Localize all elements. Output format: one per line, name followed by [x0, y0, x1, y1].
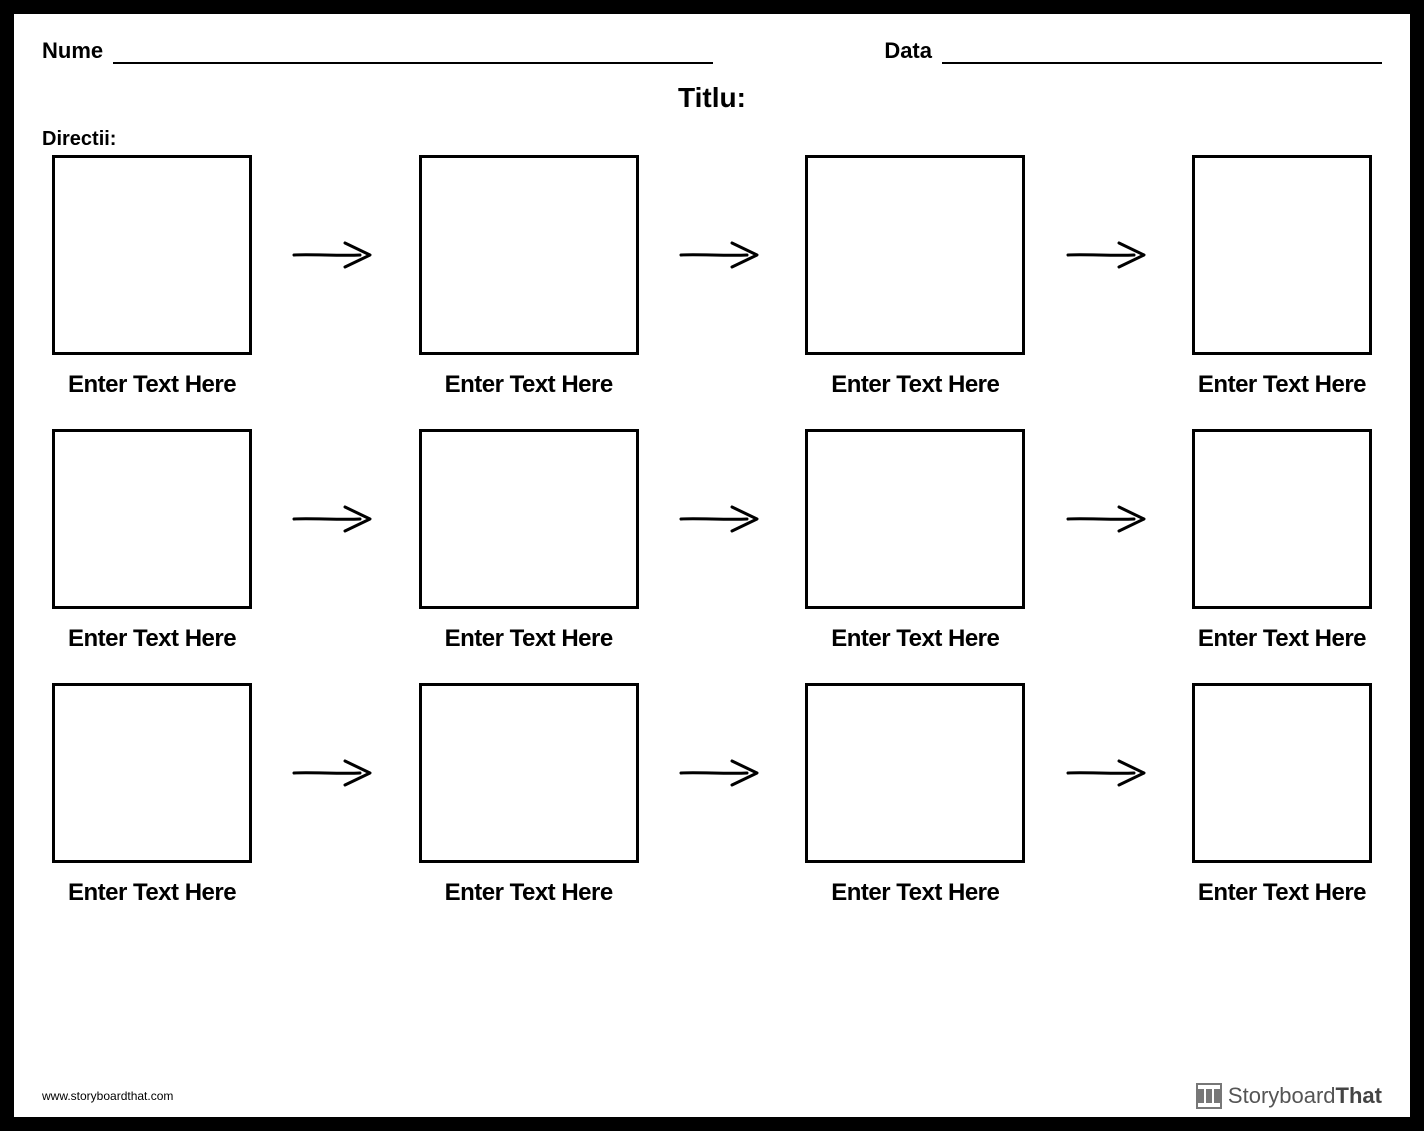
flow-box[interactable] — [419, 683, 639, 863]
flow-row: Enter Text Here Enter Text Here Enter Te… — [52, 429, 1372, 653]
flow-caption[interactable]: Enter Text Here — [1198, 625, 1366, 653]
flow-box[interactable] — [1192, 429, 1372, 609]
date-label: Data — [884, 38, 932, 64]
flow-box[interactable] — [52, 429, 252, 609]
flow-caption[interactable]: Enter Text Here — [1198, 879, 1366, 907]
arrow-icon — [290, 155, 380, 355]
arrow-icon — [1064, 429, 1154, 609]
arrow-icon — [677, 155, 767, 355]
flow-cell: Enter Text Here — [1192, 155, 1372, 399]
flow-caption[interactable]: Enter Text Here — [1198, 371, 1366, 399]
worksheet-page: Nume Data Titlu: Directii: Enter Text He… — [14, 14, 1410, 1117]
brand-icon — [1196, 1083, 1222, 1109]
flow-caption[interactable]: Enter Text Here — [68, 879, 236, 907]
flow-box[interactable] — [419, 429, 639, 609]
flow-box[interactable] — [52, 155, 252, 355]
title-label: Titlu: — [42, 82, 1382, 114]
flow-cell: Enter Text Here — [1192, 683, 1372, 907]
arrow-icon — [1064, 155, 1154, 355]
flow-cell: Enter Text Here — [419, 683, 639, 907]
flow-caption[interactable]: Enter Text Here — [68, 371, 236, 399]
header-row: Nume Data — [42, 38, 1382, 64]
flow-box[interactable] — [805, 429, 1025, 609]
flow-box[interactable] — [419, 155, 639, 355]
flow-cell: Enter Text Here — [805, 683, 1025, 907]
flow-row: Enter Text Here Enter Text Here Enter Te… — [52, 683, 1372, 907]
flow-box[interactable] — [805, 155, 1025, 355]
name-input-line[interactable] — [113, 42, 713, 64]
name-label: Nume — [42, 38, 103, 64]
date-field: Data — [884, 38, 1382, 64]
flow-caption[interactable]: Enter Text Here — [445, 879, 613, 907]
arrow-icon — [677, 683, 767, 863]
flow-box[interactable] — [52, 683, 252, 863]
footer: www.storyboardthat.com StoryboardThat — [42, 1083, 1382, 1109]
arrow-icon — [290, 429, 380, 609]
flow-rows: Enter Text Here Enter Text Here Enter Te… — [42, 155, 1382, 907]
directions-label: Directii: — [42, 128, 1382, 151]
arrow-icon — [290, 683, 380, 863]
flow-box[interactable] — [1192, 155, 1372, 355]
flow-cell: Enter Text Here — [419, 155, 639, 399]
flow-cell: Enter Text Here — [805, 155, 1025, 399]
flow-box[interactable] — [1192, 683, 1372, 863]
flow-row: Enter Text Here Enter Text Here Enter Te… — [52, 155, 1372, 399]
flow-cell: Enter Text Here — [52, 683, 252, 907]
date-input-line[interactable] — [942, 42, 1382, 64]
flow-caption[interactable]: Enter Text Here — [445, 625, 613, 653]
flow-caption[interactable]: Enter Text Here — [831, 371, 999, 399]
flow-caption[interactable]: Enter Text Here — [831, 625, 999, 653]
flow-cell: Enter Text Here — [419, 429, 639, 653]
flow-caption[interactable]: Enter Text Here — [831, 879, 999, 907]
flow-cell: Enter Text Here — [52, 429, 252, 653]
flow-cell: Enter Text Here — [1192, 429, 1372, 653]
brand-thin: Storyboard — [1228, 1083, 1336, 1108]
flow-cell: Enter Text Here — [52, 155, 252, 399]
footer-brand: StoryboardThat — [1196, 1083, 1382, 1109]
flow-cell: Enter Text Here — [805, 429, 1025, 653]
flow-caption[interactable]: Enter Text Here — [68, 625, 236, 653]
brand-bold: That — [1336, 1083, 1382, 1108]
footer-url: www.storyboardthat.com — [42, 1089, 173, 1103]
arrow-icon — [1064, 683, 1154, 863]
name-field: Nume — [42, 38, 764, 64]
flow-box[interactable] — [805, 683, 1025, 863]
arrow-icon — [677, 429, 767, 609]
flow-caption[interactable]: Enter Text Here — [445, 371, 613, 399]
